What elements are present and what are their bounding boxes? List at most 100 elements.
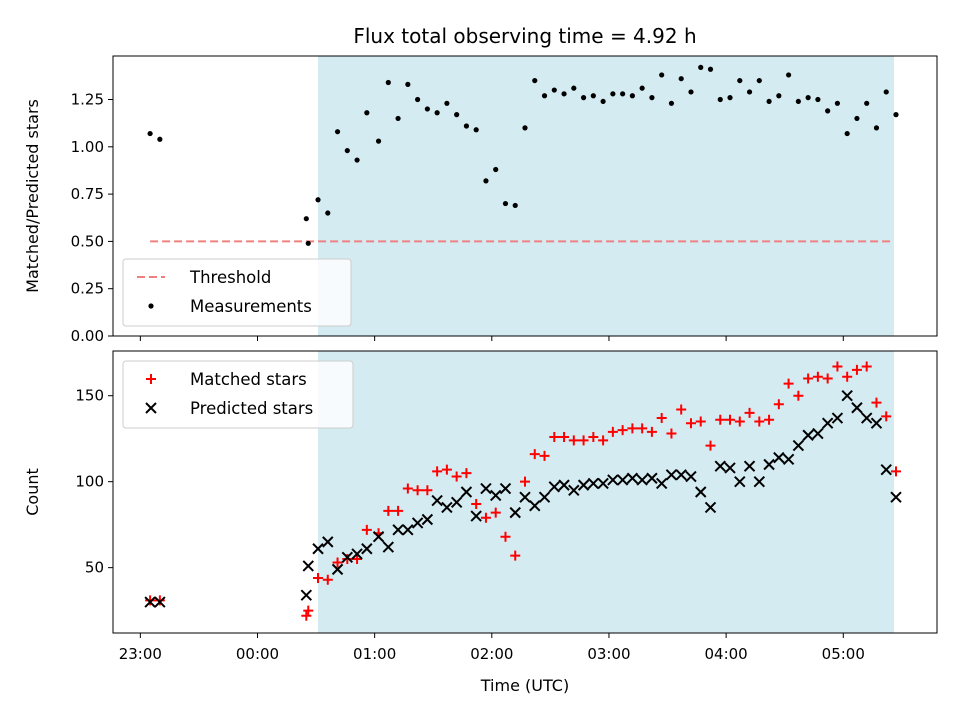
measurement-point: [364, 110, 370, 116]
matched-stars-point: [500, 531, 511, 542]
predicted-stars-point: [626, 472, 639, 484]
predicted-stars-point: [341, 551, 354, 564]
measurement-point: [522, 125, 528, 131]
measurement-point: [463, 123, 470, 129]
predicted-stars-point: [636, 474, 648, 486]
matched-stars-point: [578, 435, 589, 446]
matched-stars-point: [332, 557, 343, 568]
measurement-point: [375, 138, 382, 144]
matched-stars-point: [871, 397, 882, 408]
predicted-stars-point: [763, 458, 775, 471]
predicted-stars-point: [675, 469, 687, 481]
observing-span: [318, 351, 895, 633]
matched-stars-point: [598, 435, 609, 446]
measurement-point: [395, 115, 401, 122]
x-tick-label: 01:00: [353, 645, 396, 663]
measurement-point: [334, 129, 341, 135]
matched-stars-point: [773, 399, 784, 410]
matched-stars-point: [842, 371, 853, 382]
y-tick-label: 1.00: [71, 138, 104, 156]
predicted-stars-point: [361, 543, 373, 555]
predicted-stars-point: [577, 479, 590, 491]
measurement-point: [551, 87, 557, 93]
matched-stars-point: [461, 468, 472, 479]
matched-stars-point: [832, 361, 843, 372]
predicted-stars-point: [351, 548, 363, 560]
ratio-panel: 0.00 0.25 0.50 0.75 1.00 1.25 Threshold Measure…: [71, 55, 938, 345]
matched-stars-point: [313, 572, 324, 583]
measurement-point: [434, 110, 440, 116]
matched-stars-point: [559, 431, 570, 442]
legend-box: [122, 360, 354, 429]
predicted-stars-point: [607, 474, 619, 486]
matched-stars-point: [301, 610, 312, 621]
matched-stars-point: [890, 466, 901, 477]
matched-stars-point: [754, 416, 765, 427]
predicted-stars-point: [441, 501, 453, 514]
matched-stars-point: [145, 595, 156, 606]
measurement-point: [844, 130, 850, 137]
matched-stars-point: [154, 595, 165, 606]
y-tick-label: 100: [75, 473, 104, 491]
matched-stars-point: [539, 450, 550, 461]
measurement-point: [825, 108, 831, 114]
y-tick-label: 0.25: [71, 280, 104, 298]
measurement-point: [698, 64, 704, 70]
predicted-stars-point: [529, 500, 541, 512]
matched-stars-point: [861, 361, 872, 372]
matched-stars-point: [637, 423, 648, 434]
x-tick-label: 23:00: [119, 645, 162, 663]
matched-stars-point: [480, 512, 491, 523]
matched-stars-point: [549, 431, 560, 442]
matched-stars-point: [441, 464, 452, 475]
measurement-point: [147, 130, 153, 137]
measurement-point: [415, 96, 421, 103]
measurement-point: [305, 240, 311, 246]
measurement-point: [325, 210, 331, 216]
matched-stars-point: [422, 485, 433, 496]
predicted-stars-point: [831, 412, 844, 424]
measurement-point: [639, 85, 645, 91]
measurement-point: [883, 89, 889, 95]
predicted-stars-point: [450, 496, 463, 509]
predicted-stars-point: [665, 469, 678, 481]
measurement-point: [385, 79, 391, 86]
measurement-point: [561, 91, 567, 97]
matched-stars-point: [793, 390, 804, 401]
count-panel: 50 100 150 23:00 00:00 01:00 02:00 03:00 04:00 05…: [75, 350, 938, 663]
chart-title: Flux total observing time = 4.92 h: [353, 24, 696, 48]
predicted-stars-point: [558, 479, 570, 491]
measurement-point: [776, 93, 782, 99]
measurement-point: [473, 127, 479, 133]
predicted-stars-point: [695, 486, 707, 498]
legend-label: Threshold: [189, 268, 271, 287]
x-tick-label: 02:00: [470, 645, 513, 663]
matched-stars-point: [490, 507, 501, 518]
matched-stars-point: [617, 425, 628, 436]
matched-stars-point: [568, 435, 579, 446]
predicted-stars-point: [743, 460, 756, 472]
predicted-stars-point: [880, 463, 892, 476]
matched-stars-point: [588, 431, 599, 442]
measurement-point: [405, 81, 411, 87]
y-tick-label: 0.00: [71, 327, 104, 345]
predicted-stars-point: [392, 524, 404, 536]
matched-stars-point: [764, 414, 775, 425]
matched-stars-point: [715, 414, 726, 425]
legend-matched-swatch: [146, 374, 156, 384]
legend-label: Measurements: [190, 297, 312, 316]
x-tick-label: 05:00: [822, 645, 865, 663]
predicted-stars-point: [372, 530, 385, 543]
measurement-point: [766, 98, 772, 105]
predicted-stars-point: [802, 429, 814, 441]
predicted-stars-point: [411, 517, 424, 529]
measurement-point: [354, 157, 360, 163]
matched-stars-point: [352, 554, 363, 565]
predicted-stars-point: [597, 477, 609, 490]
measurement-point: [571, 85, 577, 91]
legend-box: [122, 258, 352, 327]
matched-stars-point: [303, 605, 314, 616]
matched-stars-point: [725, 414, 736, 425]
measurement-point: [727, 95, 733, 101]
measurement-point: [678, 76, 684, 82]
